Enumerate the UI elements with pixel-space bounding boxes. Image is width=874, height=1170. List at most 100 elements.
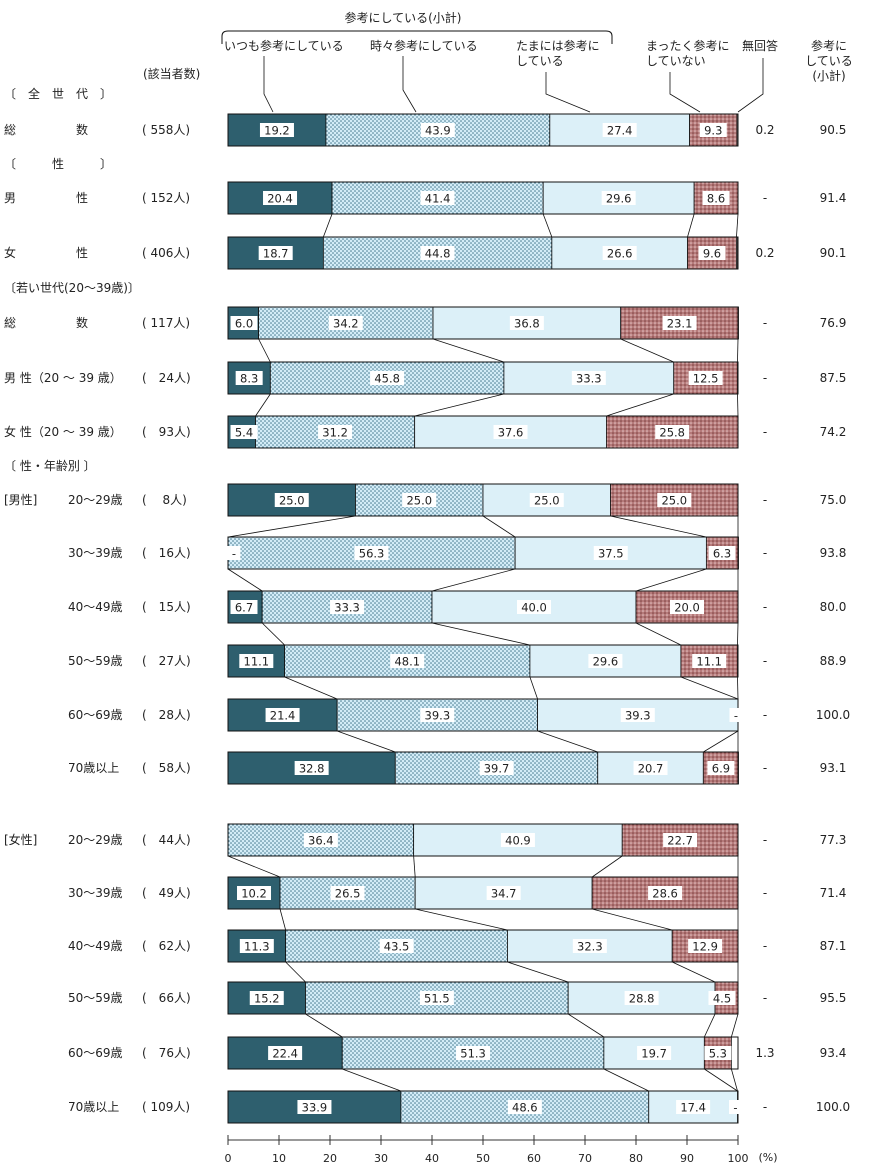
row-group-label: [女性]	[4, 832, 37, 847]
bar-row: 70歳以上 ( 58人) 32.8 39.7 20.7 6.9 - 93.1	[68, 751, 847, 785]
value-label: 32.8	[299, 762, 325, 776]
value-label-bg	[402, 493, 437, 507]
subtotal-value: 100.0	[816, 708, 850, 722]
no-answer-value: -	[763, 1100, 767, 1114]
legend-header: 参考にしている(小計) いつも参考にしている 時々参考にしている たまには参考に…	[143, 10, 853, 113]
subtotal-value: 90.5	[820, 123, 847, 137]
bar-row: 30～39歳 ( 16人) - 56.3 37.5 6.3 - 93.8	[68, 536, 846, 570]
connector-line	[227, 568, 263, 592]
connector-line	[431, 568, 516, 592]
connector-line	[255, 393, 271, 417]
value-label-bg	[330, 886, 365, 900]
value-label: 28.8	[629, 992, 655, 1006]
value-label-bg	[602, 123, 637, 137]
no-answer-value: -	[763, 708, 767, 722]
value-label: 25.0	[661, 494, 687, 508]
value-label-bg	[303, 833, 338, 847]
value-label-bg	[239, 939, 274, 953]
section-all: 〔 全 世 代 〕	[4, 86, 112, 101]
value-label-bg	[370, 371, 405, 385]
bar-row: 男 性 ( 152人) 20.4 41.4 29.6 8.6 - 91.4	[4, 181, 846, 215]
bar-row: [女性] 20～29歳 ( 44人) 36.4 40.9 22.7 - 77.3	[4, 823, 846, 857]
value-label: 5.4	[235, 426, 253, 440]
bar-row: 総 数 ( 117人) 6.0 34.2 36.8 23.1 - 76.9	[4, 306, 846, 340]
value-label: 37.5	[598, 547, 624, 561]
value-label: 48.6	[512, 1101, 538, 1115]
row-count: ( 76人)	[142, 1046, 191, 1060]
value-label-bg	[274, 493, 309, 507]
bar-frame	[227, 236, 739, 270]
value-label-bg	[708, 546, 736, 560]
row-label: 20～29歳	[68, 493, 123, 507]
legend-leader-no-answer	[737, 58, 764, 113]
bar-frame	[227, 306, 739, 340]
value-label-bg	[420, 246, 455, 260]
value-label: 51.5	[424, 992, 450, 1006]
value-label-bg	[230, 316, 258, 330]
value-label-bg	[698, 246, 726, 260]
connector-line	[507, 961, 569, 983]
value-label-bg	[390, 654, 425, 668]
value-label-bg	[420, 708, 455, 722]
value-label-bg	[268, 1046, 303, 1060]
connector-line	[415, 908, 508, 931]
connector-line	[322, 213, 333, 238]
value-label-bg	[486, 886, 521, 900]
value-label: 29.6	[606, 192, 632, 206]
bar-frame	[227, 1036, 739, 1070]
connector-line	[285, 961, 306, 983]
row-label: 総 数	[4, 315, 88, 330]
value-label: -	[734, 709, 738, 723]
value-label: 25.0	[534, 494, 560, 508]
row-label: 70歳以上	[68, 761, 119, 775]
value-label-bg	[676, 1100, 711, 1114]
connector-line	[305, 1013, 343, 1038]
value-label-bg	[633, 761, 668, 775]
section-headings: 〔 全 世 代 〕 〔 性 〕 〔若い世代(20～39歳)〕 〔 性・年齢別 〕	[4, 86, 140, 473]
legend-leader-occasionally	[545, 72, 591, 113]
value-label: 8.6	[707, 192, 725, 206]
value-label: 44.8	[425, 247, 451, 261]
row-count: ( 8人)	[142, 493, 187, 507]
value-label-bg	[230, 425, 258, 439]
section-sex-age: 〔 性・年齢別 〕	[4, 458, 96, 473]
connector-line	[687, 213, 695, 238]
bar-row: 女 性（20 ～ 39 歳） ( 93人) 5.4 31.2 37.6 25.8 - 74.2	[4, 415, 846, 449]
legend-always: いつも参考にしている	[224, 38, 344, 53]
no-answer-value: -	[763, 886, 767, 900]
group-label: 参考にしている(小計)	[344, 10, 461, 25]
value-label: 11.1	[244, 655, 270, 669]
row-count: ( 15人)	[142, 600, 191, 614]
axis-tick-label: 30	[374, 1152, 388, 1165]
value-label: 23.1	[667, 317, 693, 331]
value-label: 37.6	[498, 426, 524, 440]
value-label-bg	[456, 1046, 491, 1060]
connector-line	[703, 730, 739, 753]
connector-line	[258, 338, 271, 363]
value-label-bg	[493, 425, 528, 439]
bar-row: 70歳以上 ( 109人) 33.9 48.6 17.4 - - 100.0	[68, 1090, 850, 1124]
row-count: ( 16人)	[142, 546, 191, 560]
row-count: ( 28人)	[142, 708, 191, 722]
row-label: 女 性（20 ～ 39 歳）	[4, 424, 122, 439]
subtotal-value: 93.1	[820, 761, 847, 775]
axis-tick-label: 90	[680, 1152, 694, 1165]
value-label: 26.6	[607, 247, 633, 261]
row-label: 30～39歳	[68, 546, 123, 560]
value-label: 40.0	[521, 601, 547, 615]
value-label-bg	[420, 191, 455, 205]
value-label: 6.9	[712, 762, 730, 776]
connector-line	[284, 676, 338, 700]
value-label: 25.0	[406, 494, 432, 508]
group-bracket	[221, 30, 613, 44]
value-label: 28.6	[652, 887, 678, 901]
connector-line	[529, 676, 538, 700]
row-count: ( 93人)	[142, 425, 191, 439]
row-label: 20～29歳	[68, 833, 123, 847]
count-header: (該当者数)	[143, 66, 200, 81]
connector-line	[730, 1013, 739, 1038]
subtotal-value: 87.1	[820, 939, 847, 953]
row-count: ( 152人)	[142, 191, 190, 205]
row-count: ( 117人)	[142, 316, 190, 330]
value-label-bg	[230, 600, 258, 614]
